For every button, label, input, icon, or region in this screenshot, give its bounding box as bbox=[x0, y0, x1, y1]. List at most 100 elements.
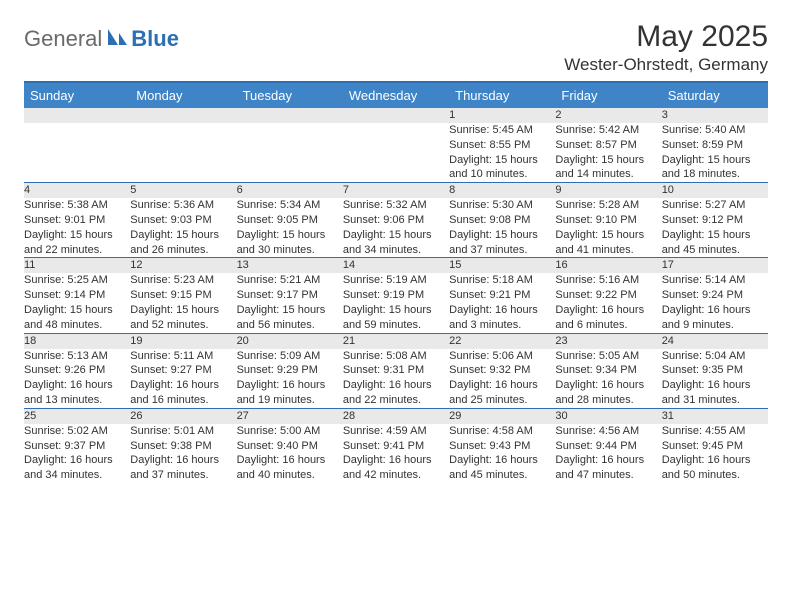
day-detail-row: Sunrise: 5:02 AMSunset: 9:37 PMDaylight:… bbox=[24, 424, 768, 487]
sunset-text: Sunset: 9:35 PM bbox=[662, 363, 768, 378]
day-header: Friday bbox=[555, 83, 661, 108]
sunset-text: Sunset: 9:31 PM bbox=[343, 363, 449, 378]
day-number bbox=[24, 108, 130, 123]
sunrise-text: Sunrise: 5:06 AM bbox=[449, 349, 555, 364]
location-subtitle: Wester-Ohrstedt, Germany bbox=[564, 55, 768, 75]
day-detail-row: Sunrise: 5:13 AMSunset: 9:26 PMDaylight:… bbox=[24, 349, 768, 409]
sunrise-text: Sunrise: 5:09 AM bbox=[237, 349, 343, 364]
daylight-text: Daylight: 16 hours and 16 minutes. bbox=[130, 378, 236, 408]
day-number: 18 bbox=[24, 333, 130, 348]
sunset-text: Sunset: 9:44 PM bbox=[555, 439, 661, 454]
sunrise-text: Sunrise: 5:40 AM bbox=[662, 123, 768, 138]
day-cell: Sunrise: 5:18 AMSunset: 9:21 PMDaylight:… bbox=[449, 273, 555, 333]
sunset-text: Sunset: 9:15 PM bbox=[130, 288, 236, 303]
day-number: 21 bbox=[343, 333, 449, 348]
sunrise-text: Sunrise: 5:01 AM bbox=[130, 424, 236, 439]
daylight-text: Daylight: 16 hours and 42 minutes. bbox=[343, 453, 449, 483]
sunrise-text: Sunrise: 5:23 AM bbox=[130, 273, 236, 288]
sunset-text: Sunset: 9:27 PM bbox=[130, 363, 236, 378]
daylight-text: Daylight: 15 hours and 30 minutes. bbox=[237, 228, 343, 258]
day-number bbox=[130, 108, 236, 123]
day-header-row: Sunday Monday Tuesday Wednesday Thursday… bbox=[24, 83, 768, 108]
day-number: 30 bbox=[555, 408, 661, 423]
sunrise-text: Sunrise: 4:56 AM bbox=[555, 424, 661, 439]
day-cell: Sunrise: 4:55 AMSunset: 9:45 PMDaylight:… bbox=[662, 424, 768, 487]
day-number: 24 bbox=[662, 333, 768, 348]
daylight-text: Daylight: 15 hours and 22 minutes. bbox=[24, 228, 130, 258]
daylight-text: Daylight: 16 hours and 50 minutes. bbox=[662, 453, 768, 483]
daylight-text: Daylight: 16 hours and 3 minutes. bbox=[449, 303, 555, 333]
daylight-text: Daylight: 15 hours and 37 minutes. bbox=[449, 228, 555, 258]
daylight-text: Daylight: 16 hours and 19 minutes. bbox=[237, 378, 343, 408]
day-number: 13 bbox=[237, 258, 343, 273]
sunset-text: Sunset: 9:08 PM bbox=[449, 213, 555, 228]
day-cell: Sunrise: 5:40 AMSunset: 8:59 PMDaylight:… bbox=[662, 123, 768, 183]
daylight-text: Daylight: 16 hours and 40 minutes. bbox=[237, 453, 343, 483]
day-number: 6 bbox=[237, 183, 343, 198]
day-cell bbox=[237, 123, 343, 183]
logo-text-general: General bbox=[24, 26, 102, 52]
day-number: 15 bbox=[449, 258, 555, 273]
sunrise-text: Sunrise: 5:34 AM bbox=[237, 198, 343, 213]
daylight-text: Daylight: 15 hours and 41 minutes. bbox=[555, 228, 661, 258]
day-detail-row: Sunrise: 5:25 AMSunset: 9:14 PMDaylight:… bbox=[24, 273, 768, 333]
day-header: Sunday bbox=[24, 83, 130, 108]
sunset-text: Sunset: 9:26 PM bbox=[24, 363, 130, 378]
day-number: 9 bbox=[555, 183, 661, 198]
day-cell: Sunrise: 5:04 AMSunset: 9:35 PMDaylight:… bbox=[662, 349, 768, 409]
sunset-text: Sunset: 9:41 PM bbox=[343, 439, 449, 454]
sunrise-text: Sunrise: 5:19 AM bbox=[343, 273, 449, 288]
day-number bbox=[237, 108, 343, 123]
day-cell: Sunrise: 5:25 AMSunset: 9:14 PMDaylight:… bbox=[24, 273, 130, 333]
sunrise-text: Sunrise: 5:32 AM bbox=[343, 198, 449, 213]
sunset-text: Sunset: 8:57 PM bbox=[555, 138, 661, 153]
sunset-text: Sunset: 8:59 PM bbox=[662, 138, 768, 153]
day-cell: Sunrise: 5:00 AMSunset: 9:40 PMDaylight:… bbox=[237, 424, 343, 487]
daylight-text: Daylight: 15 hours and 34 minutes. bbox=[343, 228, 449, 258]
day-number: 10 bbox=[662, 183, 768, 198]
sunrise-text: Sunrise: 5:14 AM bbox=[662, 273, 768, 288]
sunset-text: Sunset: 9:40 PM bbox=[237, 439, 343, 454]
sunset-text: Sunset: 9:32 PM bbox=[449, 363, 555, 378]
day-cell: Sunrise: 5:27 AMSunset: 9:12 PMDaylight:… bbox=[662, 198, 768, 258]
sunset-text: Sunset: 9:37 PM bbox=[24, 439, 130, 454]
day-cell: Sunrise: 5:05 AMSunset: 9:34 PMDaylight:… bbox=[555, 349, 661, 409]
daylight-text: Daylight: 15 hours and 26 minutes. bbox=[130, 228, 236, 258]
sunrise-text: Sunrise: 4:59 AM bbox=[343, 424, 449, 439]
sunset-text: Sunset: 9:12 PM bbox=[662, 213, 768, 228]
day-number-row: 25262728293031 bbox=[24, 408, 768, 423]
day-cell: Sunrise: 5:45 AMSunset: 8:55 PMDaylight:… bbox=[449, 123, 555, 183]
day-cell: Sunrise: 4:59 AMSunset: 9:41 PMDaylight:… bbox=[343, 424, 449, 487]
daylight-text: Daylight: 16 hours and 28 minutes. bbox=[555, 378, 661, 408]
sunrise-text: Sunrise: 5:25 AM bbox=[24, 273, 130, 288]
day-number: 8 bbox=[449, 183, 555, 198]
sunrise-text: Sunrise: 5:36 AM bbox=[130, 198, 236, 213]
day-cell: Sunrise: 5:21 AMSunset: 9:17 PMDaylight:… bbox=[237, 273, 343, 333]
sunset-text: Sunset: 9:06 PM bbox=[343, 213, 449, 228]
day-cell: Sunrise: 4:58 AMSunset: 9:43 PMDaylight:… bbox=[449, 424, 555, 487]
day-cell: Sunrise: 5:01 AMSunset: 9:38 PMDaylight:… bbox=[130, 424, 236, 487]
day-cell: Sunrise: 5:09 AMSunset: 9:29 PMDaylight:… bbox=[237, 349, 343, 409]
sunset-text: Sunset: 9:34 PM bbox=[555, 363, 661, 378]
day-cell: Sunrise: 5:30 AMSunset: 9:08 PMDaylight:… bbox=[449, 198, 555, 258]
day-detail-row: Sunrise: 5:38 AMSunset: 9:01 PMDaylight:… bbox=[24, 198, 768, 258]
sunrise-text: Sunrise: 5:05 AM bbox=[555, 349, 661, 364]
daylight-text: Daylight: 16 hours and 22 minutes. bbox=[343, 378, 449, 408]
day-number: 28 bbox=[343, 408, 449, 423]
calendar-page: General Blue May 2025 Wester-Ohrstedt, G… bbox=[0, 0, 792, 487]
daylight-text: Daylight: 16 hours and 9 minutes. bbox=[662, 303, 768, 333]
sunrise-text: Sunrise: 5:45 AM bbox=[449, 123, 555, 138]
sunrise-text: Sunrise: 4:58 AM bbox=[449, 424, 555, 439]
day-header: Thursday bbox=[449, 83, 555, 108]
day-header: Wednesday bbox=[343, 83, 449, 108]
day-number: 22 bbox=[449, 333, 555, 348]
sunset-text: Sunset: 9:29 PM bbox=[237, 363, 343, 378]
day-number: 1 bbox=[449, 108, 555, 123]
day-number: 16 bbox=[555, 258, 661, 273]
day-cell bbox=[24, 123, 130, 183]
sunrise-text: Sunrise: 5:08 AM bbox=[343, 349, 449, 364]
day-number: 26 bbox=[130, 408, 236, 423]
day-detail-row: Sunrise: 5:45 AMSunset: 8:55 PMDaylight:… bbox=[24, 123, 768, 183]
day-number: 14 bbox=[343, 258, 449, 273]
day-number: 20 bbox=[237, 333, 343, 348]
